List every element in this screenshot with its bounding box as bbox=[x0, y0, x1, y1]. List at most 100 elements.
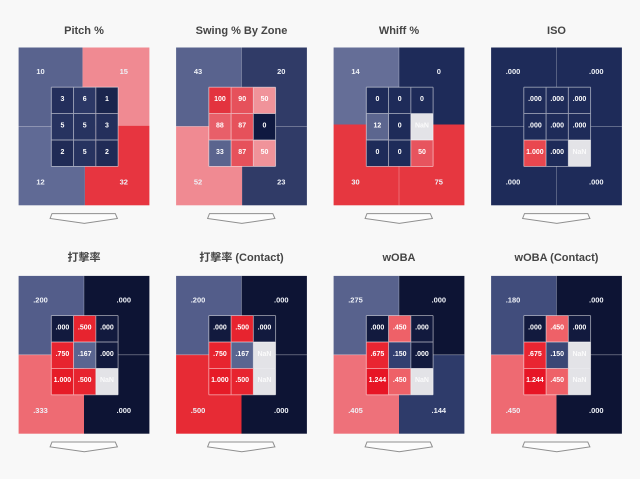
svg-text:3: 3 bbox=[60, 96, 64, 103]
svg-text:NaN: NaN bbox=[415, 377, 429, 384]
svg-text:.000: .000 bbox=[573, 324, 587, 331]
svg-text:.200: .200 bbox=[33, 295, 48, 304]
svg-text:wOBA (Contact): wOBA (Contact) bbox=[514, 252, 599, 264]
svg-text:87: 87 bbox=[238, 122, 246, 129]
svg-text:5: 5 bbox=[83, 149, 87, 156]
svg-text:.000: .000 bbox=[56, 324, 70, 331]
svg-text:75: 75 bbox=[435, 177, 443, 186]
svg-text:.000: .000 bbox=[573, 122, 587, 129]
svg-text:wOBA: wOBA bbox=[382, 252, 416, 264]
svg-text:1.000: 1.000 bbox=[54, 377, 72, 384]
svg-text:.450: .450 bbox=[506, 406, 521, 415]
svg-text:33: 33 bbox=[216, 149, 224, 156]
svg-text:.150: .150 bbox=[550, 351, 564, 358]
svg-text:Swing % By Zone: Swing % By Zone bbox=[196, 25, 288, 37]
svg-text:.000: .000 bbox=[550, 122, 564, 129]
svg-text:43: 43 bbox=[194, 67, 202, 76]
svg-text:87: 87 bbox=[238, 149, 246, 156]
svg-text:0: 0 bbox=[375, 96, 379, 103]
svg-text:2: 2 bbox=[60, 149, 64, 156]
svg-text:.200: .200 bbox=[191, 295, 206, 304]
svg-text:.275: .275 bbox=[348, 295, 363, 304]
svg-text:.000: .000 bbox=[415, 351, 429, 358]
svg-text:NaN: NaN bbox=[415, 122, 429, 129]
svg-text:.167: .167 bbox=[78, 351, 92, 358]
svg-text:.450: .450 bbox=[393, 324, 407, 331]
svg-text:5: 5 bbox=[83, 122, 87, 129]
svg-text:0: 0 bbox=[398, 96, 402, 103]
svg-text:100: 100 bbox=[214, 96, 226, 103]
svg-text:50: 50 bbox=[418, 149, 426, 156]
svg-text:.000: .000 bbox=[371, 324, 385, 331]
svg-text:.000: .000 bbox=[589, 177, 604, 186]
svg-text:32: 32 bbox=[120, 177, 128, 186]
svg-text:NaN: NaN bbox=[257, 351, 271, 358]
svg-text:1.244: 1.244 bbox=[526, 377, 544, 384]
svg-text:50: 50 bbox=[261, 149, 269, 156]
svg-text:.750: .750 bbox=[213, 351, 227, 358]
svg-text:0: 0 bbox=[437, 67, 441, 76]
svg-text:.000: .000 bbox=[116, 295, 131, 304]
svg-text:.500: .500 bbox=[235, 377, 249, 384]
svg-text:.450: .450 bbox=[393, 377, 407, 384]
svg-text:NaN: NaN bbox=[572, 377, 586, 384]
svg-text:0: 0 bbox=[398, 122, 402, 129]
svg-text:52: 52 bbox=[194, 177, 202, 186]
svg-text:.000: .000 bbox=[573, 96, 587, 103]
svg-text:12: 12 bbox=[36, 177, 44, 186]
svg-text:ISO: ISO bbox=[547, 25, 566, 37]
svg-text:.500: .500 bbox=[235, 324, 249, 331]
svg-text:.675: .675 bbox=[371, 351, 385, 358]
svg-text:.000: .000 bbox=[506, 177, 521, 186]
svg-text:.450: .450 bbox=[550, 377, 564, 384]
svg-text:.000: .000 bbox=[589, 295, 604, 304]
svg-text:.000: .000 bbox=[528, 324, 542, 331]
svg-text:.000: .000 bbox=[415, 324, 429, 331]
svg-text:NaN: NaN bbox=[100, 377, 114, 384]
svg-text:0: 0 bbox=[375, 149, 379, 156]
svg-text:.000: .000 bbox=[258, 324, 272, 331]
svg-text:10: 10 bbox=[36, 67, 44, 76]
svg-text:.000: .000 bbox=[116, 406, 131, 415]
svg-text:2: 2 bbox=[105, 149, 109, 156]
svg-text:.500: .500 bbox=[191, 406, 206, 415]
svg-text:0: 0 bbox=[398, 149, 402, 156]
svg-text:.144: .144 bbox=[431, 406, 446, 415]
svg-text:.000: .000 bbox=[431, 295, 446, 304]
svg-text:23: 23 bbox=[277, 177, 285, 186]
svg-text:.000: .000 bbox=[550, 149, 564, 156]
svg-text:.333: .333 bbox=[33, 406, 48, 415]
svg-text:.000: .000 bbox=[550, 96, 564, 103]
svg-text:1: 1 bbox=[105, 96, 109, 103]
svg-text:.167: .167 bbox=[235, 351, 249, 358]
svg-text:50: 50 bbox=[261, 96, 269, 103]
svg-text:.675: .675 bbox=[528, 351, 542, 358]
svg-text:NaN: NaN bbox=[257, 377, 271, 384]
svg-text:88: 88 bbox=[216, 122, 224, 129]
svg-text:3: 3 bbox=[105, 122, 109, 129]
svg-text:.750: .750 bbox=[56, 351, 70, 358]
svg-text:1.000: 1.000 bbox=[526, 149, 544, 156]
svg-text:.500: .500 bbox=[78, 324, 92, 331]
svg-text:.450: .450 bbox=[550, 324, 564, 331]
svg-text:.405: .405 bbox=[348, 406, 363, 415]
svg-text:0: 0 bbox=[263, 122, 267, 129]
svg-text:1.000: 1.000 bbox=[211, 377, 229, 384]
svg-text:.000: .000 bbox=[528, 96, 542, 103]
svg-text:.000: .000 bbox=[100, 324, 114, 331]
svg-text:.150: .150 bbox=[393, 351, 407, 358]
svg-text:14: 14 bbox=[351, 67, 360, 76]
svg-text:.000: .000 bbox=[100, 351, 114, 358]
svg-text:Whiff %: Whiff % bbox=[379, 25, 420, 37]
svg-text:.180: .180 bbox=[506, 295, 521, 304]
svg-text:30: 30 bbox=[351, 177, 359, 186]
svg-text:(Contact): (Contact) bbox=[235, 252, 284, 264]
svg-text:0: 0 bbox=[420, 96, 424, 103]
svg-text:20: 20 bbox=[277, 67, 285, 76]
svg-text:.000: .000 bbox=[213, 324, 227, 331]
svg-text:.000: .000 bbox=[506, 67, 521, 76]
svg-text:.000: .000 bbox=[589, 406, 604, 415]
svg-text:5: 5 bbox=[60, 122, 64, 129]
svg-text:12: 12 bbox=[374, 122, 382, 129]
svg-text:.000: .000 bbox=[528, 122, 542, 129]
